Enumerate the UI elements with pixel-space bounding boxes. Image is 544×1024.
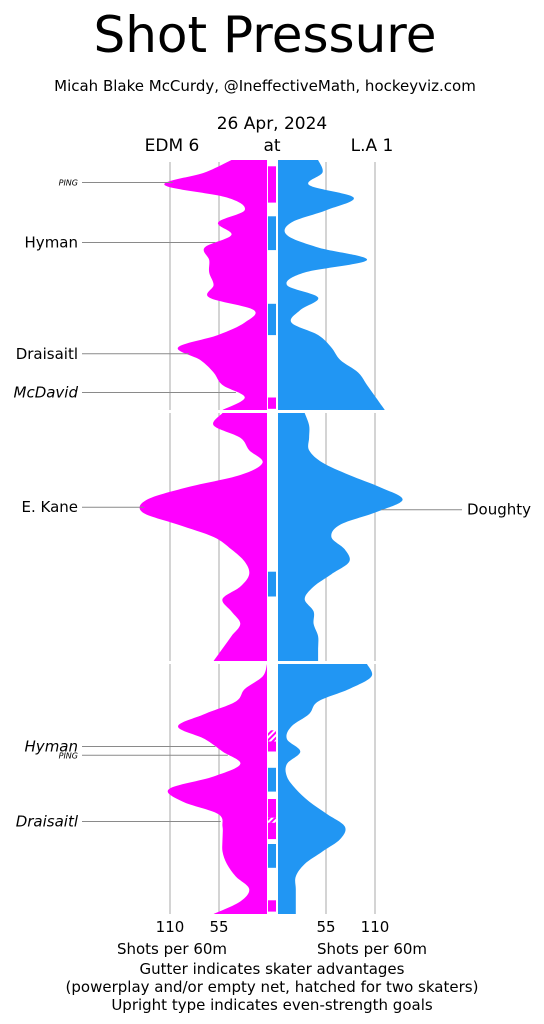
edm-pressure-area-period-2: [139, 413, 267, 661]
goal-label-edm-p3-1: PING: [59, 751, 78, 760]
chart-subtitle: Micah Blake McCurdy, @IneffectiveMath, h…: [54, 77, 476, 95]
chart-title: Shot Pressure: [93, 6, 436, 64]
gutter-lak-advantage-p2-0: [268, 571, 276, 597]
goal-label-edm-p1-3: McDavid: [14, 384, 79, 402]
lak-pressure-area-period-1: [278, 160, 385, 410]
goal-label-edm-p1-1: Hyman: [25, 234, 78, 252]
at-label: at: [263, 136, 280, 156]
x-axis-label-left: Shots per 60m: [117, 940, 227, 958]
goal-label-edm-p3-2: Draisaitl: [16, 813, 79, 831]
footnotes: Gutter indicates skater advantages (powe…: [66, 960, 479, 1014]
gutter-edm-advantage-p1-0: [268, 166, 276, 203]
x-tick-left-55: 55: [209, 918, 228, 936]
x-tick-left-110: 110: [156, 918, 185, 936]
gutter-edm-advantage-p3-3: [268, 799, 276, 818]
gutter-edm-advantage-p3-0: [268, 730, 276, 742]
footnote-2: (powerplay and/or empty net, hatched for…: [66, 978, 479, 996]
footnote-1: Gutter indicates skater advantages: [140, 960, 405, 978]
period-dividers: [160, 410, 420, 664]
gutter-lak-advantage-p3-6: [268, 844, 276, 868]
period-divider-2: [160, 661, 420, 664]
x-tick-right-110: 110: [361, 918, 390, 936]
gutter-edm-advantage-p3-7: [268, 900, 276, 912]
gutter-edm-advantage-p3-5: [268, 822, 276, 840]
gutter-lak-advantage-p1-1: [268, 216, 276, 251]
game-date: 26 Apr, 2024: [217, 114, 328, 134]
edm-pressure-area-period-3: [167, 664, 267, 914]
skater-advantage-gutter: [268, 166, 276, 912]
footnote-3: Upright type indicates even-strength goa…: [111, 996, 433, 1014]
gutter-edm-advantage-p3-1: [268, 741, 276, 752]
goal-label-edm-p3-0: Hyman: [25, 738, 78, 756]
period-divider-1: [160, 410, 420, 413]
goal-label-edm-p1-0: PING: [59, 179, 78, 188]
home-team-label: EDM 6: [145, 136, 200, 156]
gutter-edm-advantage-p1-3: [268, 397, 276, 409]
lak-pressure-area-period-3: [278, 664, 373, 914]
goal-label-edm-p2-1: E. Kane: [21, 498, 78, 516]
x-axis: 110 55 55 110 Shots per 60m Shots per 60…: [117, 918, 427, 958]
away-team-label: L.A 1: [351, 136, 394, 156]
gutter-lak-advantage-p1-2: [268, 303, 276, 336]
x-tick-right-55: 55: [316, 918, 335, 936]
lak-pressure-area-period-2: [278, 413, 403, 661]
edm-pressure-area-period-1: [164, 160, 267, 410]
goal-label-lak-p2-0: Doughty: [467, 501, 531, 519]
x-axis-label-right: Shots per 60m: [317, 940, 427, 958]
goal-label-edm-p1-2: Draisaitl: [16, 345, 78, 363]
gutter-edm-advantage-p3-4: [268, 817, 276, 823]
shot-pressure-areas: [139, 160, 403, 914]
gutter-lak-advantage-p3-2: [268, 767, 276, 792]
